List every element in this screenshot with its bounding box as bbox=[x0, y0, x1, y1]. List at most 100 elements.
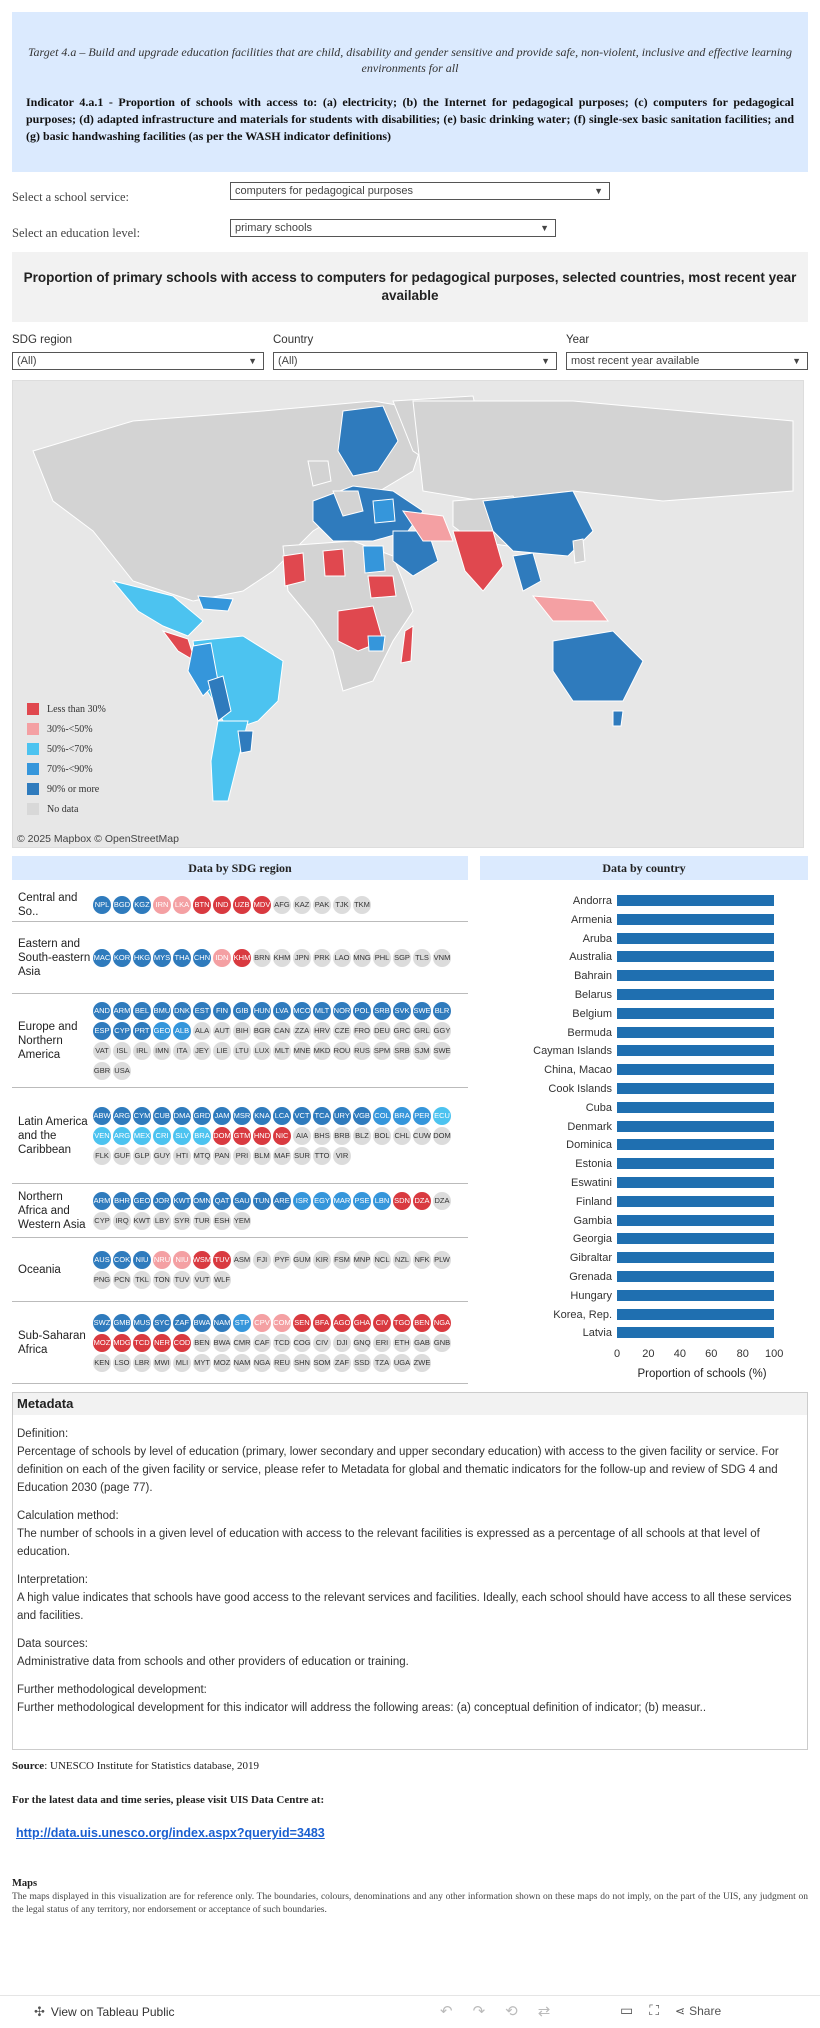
country-dot[interactable]: RUS bbox=[353, 1041, 371, 1060]
country-dot[interactable]: VCT bbox=[293, 1106, 311, 1125]
country-dot[interactable]: DJI bbox=[333, 1333, 351, 1352]
country-dot[interactable]: FSM bbox=[333, 1250, 351, 1269]
legend-item[interactable]: 50%-<70% bbox=[27, 739, 106, 759]
country-dot[interactable]: TZA bbox=[373, 1353, 391, 1372]
country-dot[interactable]: KHM bbox=[273, 948, 291, 967]
country-dot[interactable]: CPV bbox=[253, 1313, 271, 1332]
pause-icon[interactable]: ⇄ bbox=[537, 2003, 551, 2020]
country-dot[interactable]: ZZA bbox=[293, 1021, 311, 1040]
country-dot[interactable]: ARE bbox=[273, 1191, 291, 1210]
country-dot[interactable]: MDG bbox=[113, 1333, 131, 1352]
country-dot[interactable]: PRK bbox=[313, 948, 331, 967]
bar-row[interactable]: Hungary bbox=[478, 1289, 808, 1303]
view-on-tableau-button[interactable]: ✣ View on Tableau Public bbox=[34, 2004, 175, 2020]
uis-data-link[interactable]: http://data.uis.unesco.org/index.aspx?qu… bbox=[16, 1826, 325, 1840]
country-dot[interactable]: JAM bbox=[213, 1106, 231, 1125]
legend-item[interactable]: No data bbox=[27, 799, 106, 819]
country-dot[interactable]: NCL bbox=[373, 1250, 391, 1269]
bar[interactable] bbox=[617, 1083, 775, 1094]
bar[interactable] bbox=[617, 1101, 775, 1113]
country-dot[interactable]: ISL bbox=[113, 1041, 131, 1060]
country-dot[interactable]: POL bbox=[353, 1001, 371, 1020]
country-dot[interactable]: PLW bbox=[433, 1250, 451, 1269]
bar-row[interactable]: China, Macao bbox=[478, 1063, 808, 1077]
country-dot[interactable]: FRO bbox=[353, 1021, 371, 1040]
country-dot[interactable]: QAT bbox=[213, 1191, 231, 1210]
country-dot[interactable]: ASM bbox=[233, 1250, 251, 1269]
country-dot[interactable]: PRI bbox=[233, 1146, 251, 1165]
country-dot[interactable]: TKL bbox=[133, 1270, 151, 1289]
country-dot[interactable]: COG bbox=[293, 1333, 311, 1352]
country-dot[interactable]: MNE bbox=[293, 1041, 311, 1060]
country-dot[interactable]: USA bbox=[113, 1061, 131, 1080]
country-dot[interactable]: TCD bbox=[273, 1333, 291, 1352]
country-dot[interactable]: TTO bbox=[313, 1146, 331, 1165]
bar[interactable] bbox=[617, 1214, 775, 1226]
country-dot[interactable]: VIR bbox=[333, 1146, 351, 1165]
country-dot[interactable]: BLM bbox=[253, 1146, 271, 1165]
country-dot[interactable]: TUV bbox=[173, 1270, 191, 1289]
country-dot[interactable]: TUV bbox=[213, 1250, 231, 1269]
bar-row[interactable]: Eswatini bbox=[478, 1176, 808, 1190]
country-dot[interactable]: BEL bbox=[133, 1001, 151, 1020]
country-dot[interactable]: BGR bbox=[253, 1021, 271, 1040]
country-dot[interactable]: DMA bbox=[173, 1106, 191, 1125]
country-dot[interactable]: NGA bbox=[253, 1353, 271, 1372]
service-select[interactable]: computers for pedagogical purposes ▼ bbox=[230, 182, 610, 200]
bar[interactable] bbox=[617, 1327, 775, 1339]
bar[interactable] bbox=[617, 1139, 775, 1151]
country-dot[interactable]: PYF bbox=[273, 1250, 291, 1269]
country-dot[interactable]: GHA bbox=[353, 1313, 371, 1332]
country-dot[interactable]: CUB bbox=[153, 1106, 171, 1125]
country-dot[interactable]: ZAF bbox=[173, 1313, 191, 1332]
country-dot[interactable]: COM bbox=[273, 1313, 291, 1332]
bar-row[interactable]: Belarus bbox=[478, 988, 808, 1002]
country-dot[interactable]: IDN bbox=[213, 948, 231, 967]
country-dot[interactable]: BRA bbox=[193, 1126, 211, 1145]
country-dot[interactable]: THA bbox=[173, 948, 191, 967]
country-dot[interactable]: SVK bbox=[393, 1001, 411, 1020]
country-dot[interactable]: BHS bbox=[313, 1126, 331, 1145]
bar-row[interactable]: Armenia bbox=[478, 913, 808, 927]
country-dot[interactable]: NIU bbox=[133, 1250, 151, 1269]
bar[interactable] bbox=[617, 895, 775, 906]
country-dot[interactable]: HRV bbox=[313, 1021, 331, 1040]
bar-row[interactable]: Grenada bbox=[478, 1270, 808, 1284]
country-dot[interactable]: LBY bbox=[153, 1211, 171, 1230]
country-dot[interactable]: JEY bbox=[193, 1041, 211, 1060]
country-dot[interactable]: IMN bbox=[153, 1041, 171, 1060]
country-dot[interactable]: BWA bbox=[213, 1333, 231, 1352]
country-dot[interactable]: BRN bbox=[253, 948, 271, 967]
country-dot[interactable]: NAM bbox=[233, 1353, 251, 1372]
country-dot[interactable]: SJM bbox=[413, 1041, 431, 1060]
bar[interactable] bbox=[617, 932, 775, 944]
country-dot[interactable]: KAZ bbox=[293, 895, 311, 914]
country-dot[interactable]: SWZ bbox=[93, 1313, 111, 1332]
country-dot[interactable]: SRB bbox=[373, 1001, 391, 1020]
country-dot[interactable]: LBN bbox=[373, 1191, 391, 1210]
country-dot[interactable]: BLR bbox=[433, 1001, 451, 1020]
bar[interactable] bbox=[617, 1026, 775, 1038]
country-dot[interactable]: GAB bbox=[413, 1333, 431, 1352]
country-dot[interactable]: MUS bbox=[133, 1313, 151, 1332]
bar-row[interactable]: Georgia bbox=[478, 1232, 808, 1246]
country-dot[interactable]: PCN bbox=[113, 1270, 131, 1289]
country-dot[interactable]: KEN bbox=[93, 1353, 111, 1372]
bar-row[interactable]: Gambia bbox=[478, 1214, 808, 1228]
country-dot[interactable]: STP bbox=[233, 1313, 251, 1332]
country-dot[interactable]: CIV bbox=[313, 1333, 331, 1352]
country-dot[interactable]: FJI bbox=[253, 1250, 271, 1269]
country-dot[interactable]: CIV bbox=[373, 1313, 391, 1332]
country-dot[interactable]: KWT bbox=[173, 1191, 191, 1210]
country-dot[interactable]: NRU bbox=[153, 1250, 171, 1269]
country-dot[interactable]: PHL bbox=[373, 948, 391, 967]
country-dot[interactable]: ARM bbox=[93, 1191, 111, 1210]
revert-icon[interactable]: ⟲ bbox=[505, 2003, 518, 2020]
country-dot[interactable]: AGO bbox=[333, 1313, 351, 1332]
country-dot[interactable]: SLV bbox=[173, 1126, 191, 1145]
undo-icon[interactable]: ↶ bbox=[440, 2003, 453, 2020]
country-dot[interactable]: GIB bbox=[233, 1001, 251, 1020]
country-filter-select[interactable]: (All) ▼ bbox=[273, 352, 557, 370]
country-dot[interactable]: ABW bbox=[93, 1106, 111, 1125]
country-dot[interactable]: KIR bbox=[313, 1250, 331, 1269]
